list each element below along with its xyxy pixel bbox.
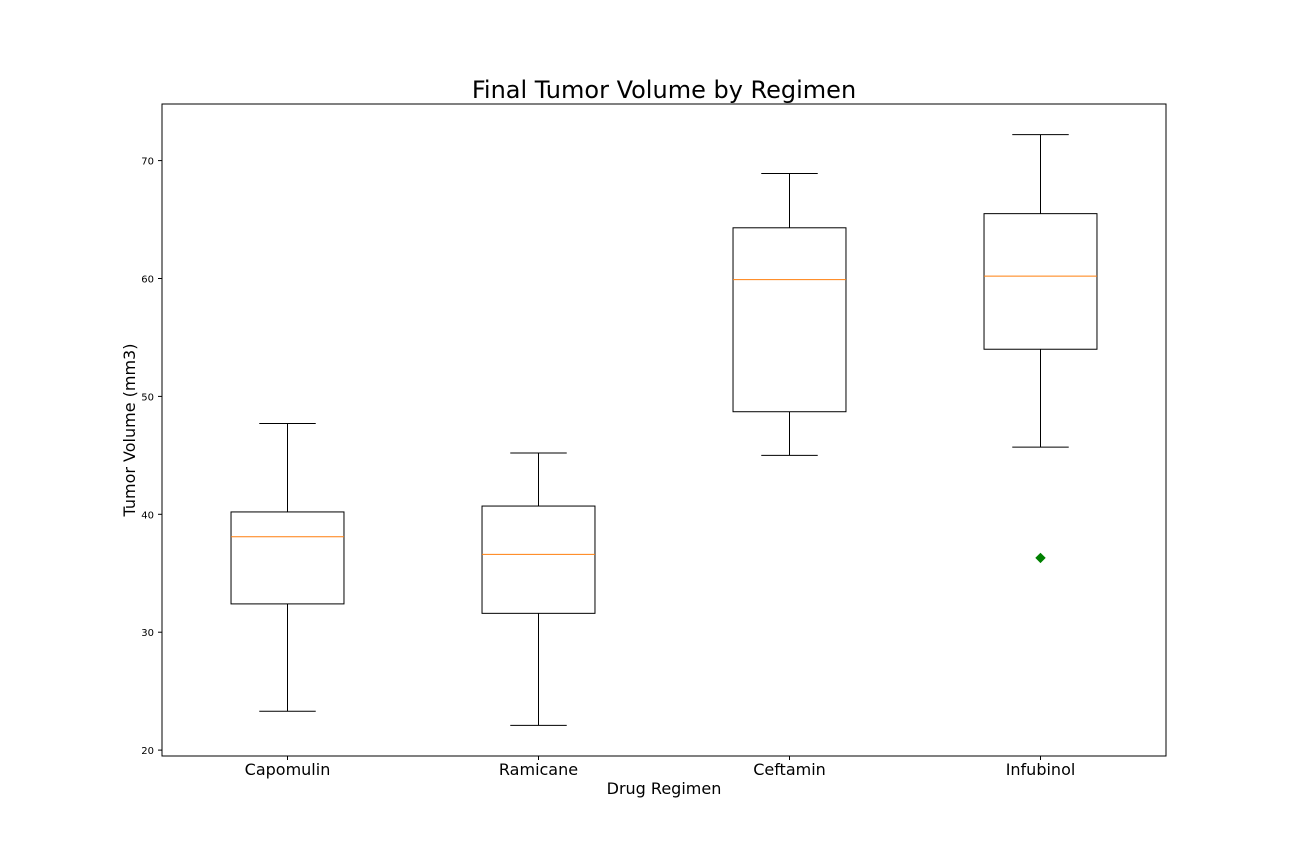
y-tick-label: 20 — [141, 746, 154, 757]
x-tick-label: Infubinol — [1006, 760, 1076, 779]
y-tick-label: 30 — [141, 628, 154, 639]
box-capomulin — [230, 511, 345, 605]
axes-frame — [161, 103, 1167, 757]
box-ceftamin — [732, 227, 847, 413]
outlier-point — [1035, 552, 1046, 564]
y-tick-label: 60 — [141, 274, 154, 285]
y-tick-label: 70 — [141, 157, 154, 168]
box-infubinol — [983, 213, 1098, 350]
chart-title: Final Tumor Volume by Regimen — [472, 76, 856, 104]
x-tick-label: Ramicane — [499, 760, 578, 779]
x-tick-label: Capomulin — [245, 760, 331, 779]
box-ramicane — [481, 505, 596, 614]
y-axis-label: Tumor Volume (mm3) — [120, 344, 139, 518]
plot-area: 20 30 40 50 60 70 Capomulin Ramicane Ceftamin Inf… — [141, 134, 1098, 779]
x-axis-label: Drug Regimen — [607, 779, 722, 798]
x-tick-label: Ceftamin — [753, 760, 826, 779]
y-tick-label: 50 — [141, 392, 154, 403]
y-tick-label: 40 — [141, 510, 154, 521]
